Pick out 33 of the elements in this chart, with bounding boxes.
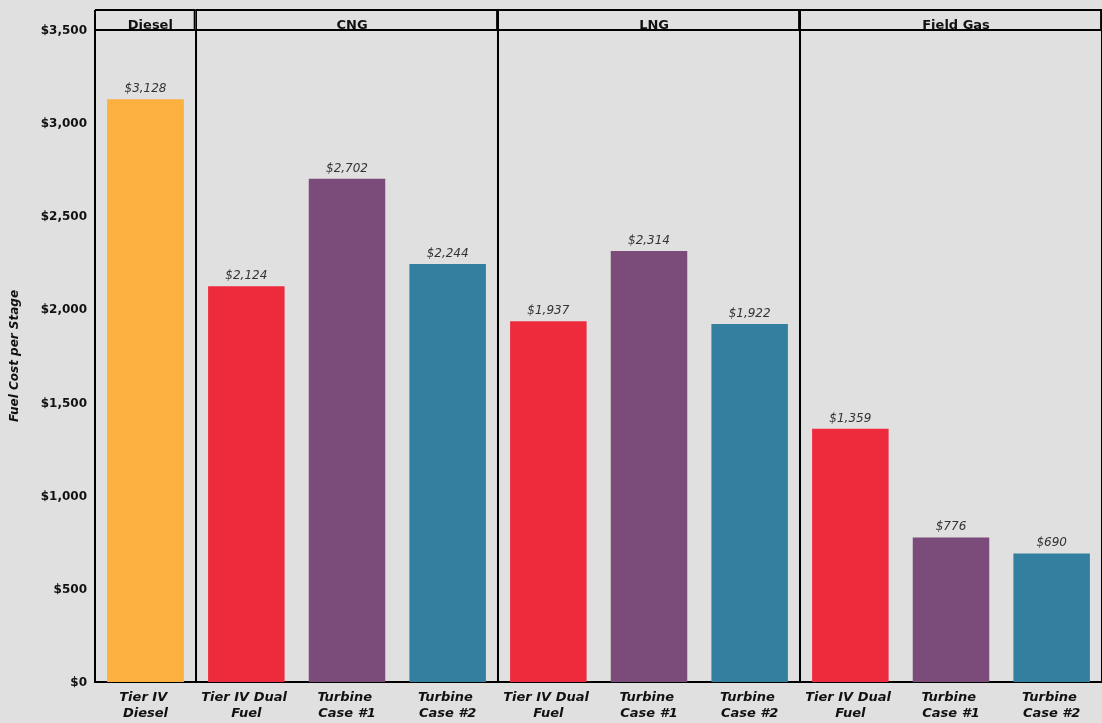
data-label: $1,937 bbox=[527, 303, 570, 318]
data-label: $1,359 bbox=[829, 410, 872, 425]
y-tick-label: $1,500 bbox=[40, 395, 87, 410]
data-label: $2,702 bbox=[325, 160, 368, 175]
y-axis-title: Fuel Cost per Stage bbox=[7, 289, 21, 423]
chart-title: CNG bbox=[336, 17, 368, 32]
x-tick-label: Turbine Case #1 bbox=[619, 688, 679, 720]
x-tick-label: Tier IV Dual Fuel bbox=[805, 688, 896, 720]
chart-title: LNG bbox=[638, 17, 669, 32]
data-label: $1,922 bbox=[728, 305, 771, 320]
chart-title: Field Gas bbox=[922, 17, 991, 32]
x-tick-label: Turbine Case #2 bbox=[1021, 688, 1082, 720]
data-label: $690 bbox=[1036, 535, 1068, 550]
y-tick-label: $3,500 bbox=[40, 23, 87, 37]
chart-title: Diesel bbox=[127, 17, 173, 32]
x-tick-label: Turbine Case #1 bbox=[317, 688, 377, 720]
x-tick-label: Turbine Case #1 bbox=[921, 688, 981, 720]
data-label: $2,314 bbox=[627, 232, 670, 247]
data-label: $2,244 bbox=[426, 245, 469, 260]
y-tick-label: $500 bbox=[53, 581, 87, 596]
x-tick-label: Turbine Case #2 bbox=[417, 688, 477, 720]
y-tick-label: $3,000 bbox=[40, 116, 87, 131]
x-tick-label: Tier IV Dual Fuel bbox=[502, 688, 594, 720]
y-tick-label: $1,000 bbox=[40, 488, 87, 503]
data-label: $776 bbox=[935, 519, 967, 534]
y-tick-label: $0 bbox=[70, 675, 87, 689]
y-tick-label: $2,000 bbox=[40, 302, 87, 317]
x-tick-label: Tier IV Dual Fuel bbox=[200, 688, 292, 720]
data-label: $2,124 bbox=[225, 268, 268, 283]
data-label: $3,128 bbox=[124, 81, 167, 96]
x-tick-label: Turbine Case #2 bbox=[719, 688, 780, 720]
x-tick-label: Tier IV Diesel bbox=[119, 688, 172, 720]
y-tick-label: $2,500 bbox=[40, 209, 87, 224]
